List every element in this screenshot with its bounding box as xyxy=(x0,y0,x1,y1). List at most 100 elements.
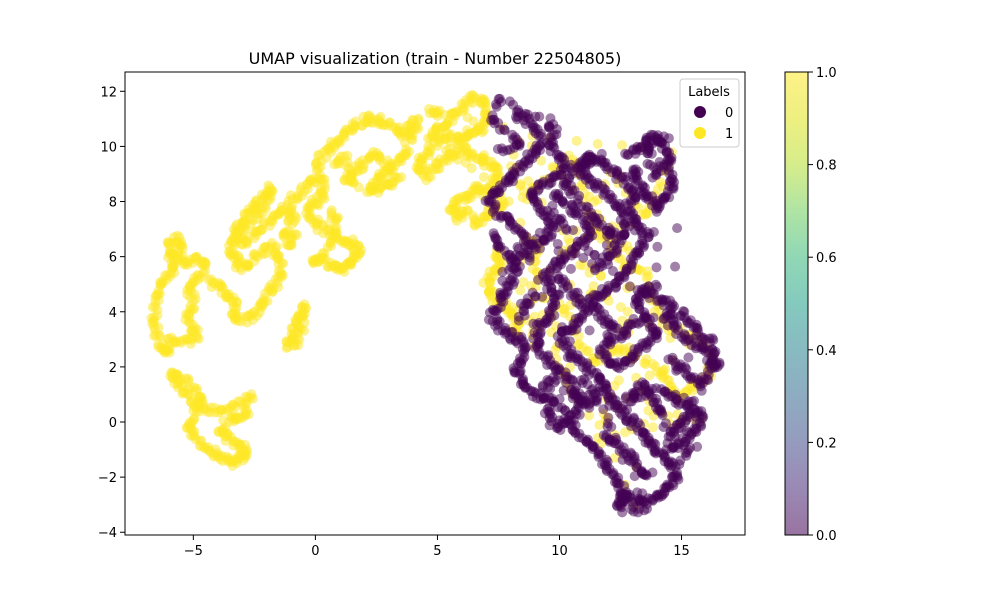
y-tick-label: −2 xyxy=(98,471,117,486)
point-label-0 xyxy=(507,253,517,263)
y-tick-label: 12 xyxy=(100,85,117,100)
point-label-0 xyxy=(602,329,613,340)
point-label-0 xyxy=(647,172,658,183)
point-label-0 xyxy=(634,183,645,194)
point-label-1 xyxy=(613,375,624,386)
point-label-0 xyxy=(553,246,564,256)
point-label-0 xyxy=(647,467,658,478)
point-label-0 xyxy=(676,423,687,433)
colorbar: 0.0 0.2 0.4 0.6 0.8 1.0 xyxy=(784,66,837,544)
point-label-1 xyxy=(523,176,534,187)
point-label-1 xyxy=(644,370,655,381)
colorbar-ticks: 0.0 0.2 0.4 0.6 0.8 1.0 xyxy=(808,66,837,544)
point-label-0 xyxy=(633,166,644,177)
point-label-0 xyxy=(637,488,648,499)
point-label-1 xyxy=(413,115,424,126)
point-label-0 xyxy=(497,275,508,286)
point-label-0 xyxy=(633,425,644,436)
x-tick-label: 5 xyxy=(433,544,441,559)
point-label-0 xyxy=(598,404,609,415)
point-label-0 xyxy=(660,418,671,429)
point-label-0 xyxy=(550,188,561,199)
point-label-1 xyxy=(275,267,286,277)
point-label-1 xyxy=(188,405,199,416)
point-label-0 xyxy=(674,459,685,470)
point-label-0 xyxy=(564,336,575,347)
point-label-0 xyxy=(614,238,625,249)
point-label-1 xyxy=(218,424,229,435)
point-label-1 xyxy=(326,207,337,218)
legend-box xyxy=(679,78,740,148)
point-label-0 xyxy=(647,191,658,202)
point-label-0 xyxy=(661,444,672,455)
point-label-1 xyxy=(192,383,203,394)
colorbar-tick-label: 1.0 xyxy=(816,66,837,81)
legend-label-1: 1 xyxy=(725,127,733,142)
point-label-0 xyxy=(576,375,587,386)
point-label-1 xyxy=(339,132,350,143)
point-label-0 xyxy=(593,449,604,460)
point-label-1 xyxy=(622,306,633,317)
point-label-1 xyxy=(292,229,303,240)
point-label-1 xyxy=(660,364,671,375)
point-label-0 xyxy=(545,113,556,124)
point-label-0 xyxy=(601,239,612,250)
point-label-0 xyxy=(528,318,539,329)
colorbar-tick-label: 0.8 xyxy=(816,159,837,174)
point-label-0 xyxy=(553,270,564,281)
point-label-0 xyxy=(619,228,630,239)
point-label-1 xyxy=(617,140,628,151)
point-label-0 xyxy=(554,394,565,404)
point-label-0 xyxy=(565,263,576,274)
point-label-0 xyxy=(512,242,523,252)
point-label-1 xyxy=(571,135,582,146)
legend-title: Labels xyxy=(688,85,730,100)
x-tick-label: 0 xyxy=(311,544,319,559)
point-label-1 xyxy=(563,233,574,244)
scatter-points xyxy=(146,89,725,518)
point-label-1 xyxy=(288,340,299,351)
point-label-0 xyxy=(601,380,612,391)
point-label-0 xyxy=(543,120,554,131)
point-label-0 xyxy=(639,505,650,516)
point-label-0 xyxy=(603,251,614,262)
point-label-1 xyxy=(559,308,570,319)
point-label-0 xyxy=(584,325,595,336)
y-tick-label: 8 xyxy=(109,196,117,211)
point-label-1 xyxy=(434,105,445,116)
colorbar-gradient xyxy=(784,71,809,536)
point-label-0 xyxy=(712,362,723,372)
point-label-0 xyxy=(504,96,515,107)
point-label-1 xyxy=(460,157,471,168)
point-label-0 xyxy=(629,471,640,482)
point-label-0 xyxy=(635,392,646,403)
point-label-0 xyxy=(648,227,659,237)
point-label-1 xyxy=(396,172,407,183)
point-label-0 xyxy=(497,266,508,277)
point-label-1 xyxy=(503,196,514,207)
point-label-0 xyxy=(617,507,628,518)
point-label-0 xyxy=(492,144,503,154)
point-label-0 xyxy=(696,385,707,396)
point-label-1 xyxy=(462,125,473,136)
point-label-0 xyxy=(545,219,556,230)
point-label-0 xyxy=(663,133,674,144)
colorbar-tick-label: 0.0 xyxy=(816,529,837,544)
point-label-0 xyxy=(499,125,510,136)
point-label-0 xyxy=(578,252,589,263)
point-label-0 xyxy=(603,393,614,404)
point-label-0 xyxy=(515,251,525,261)
point-label-1 xyxy=(474,122,485,133)
point-label-1 xyxy=(160,346,171,357)
point-label-0 xyxy=(534,227,545,238)
point-label-0 xyxy=(663,354,674,365)
legend-label-0: 0 xyxy=(725,106,733,121)
point-label-0 xyxy=(617,454,628,465)
legend-swatch-0 xyxy=(694,106,706,118)
point-label-1 xyxy=(452,154,463,165)
point-label-0 xyxy=(551,263,562,274)
point-label-0 xyxy=(568,225,578,236)
plot-frame xyxy=(124,71,746,536)
point-label-0 xyxy=(683,352,694,363)
point-label-1 xyxy=(164,237,175,248)
